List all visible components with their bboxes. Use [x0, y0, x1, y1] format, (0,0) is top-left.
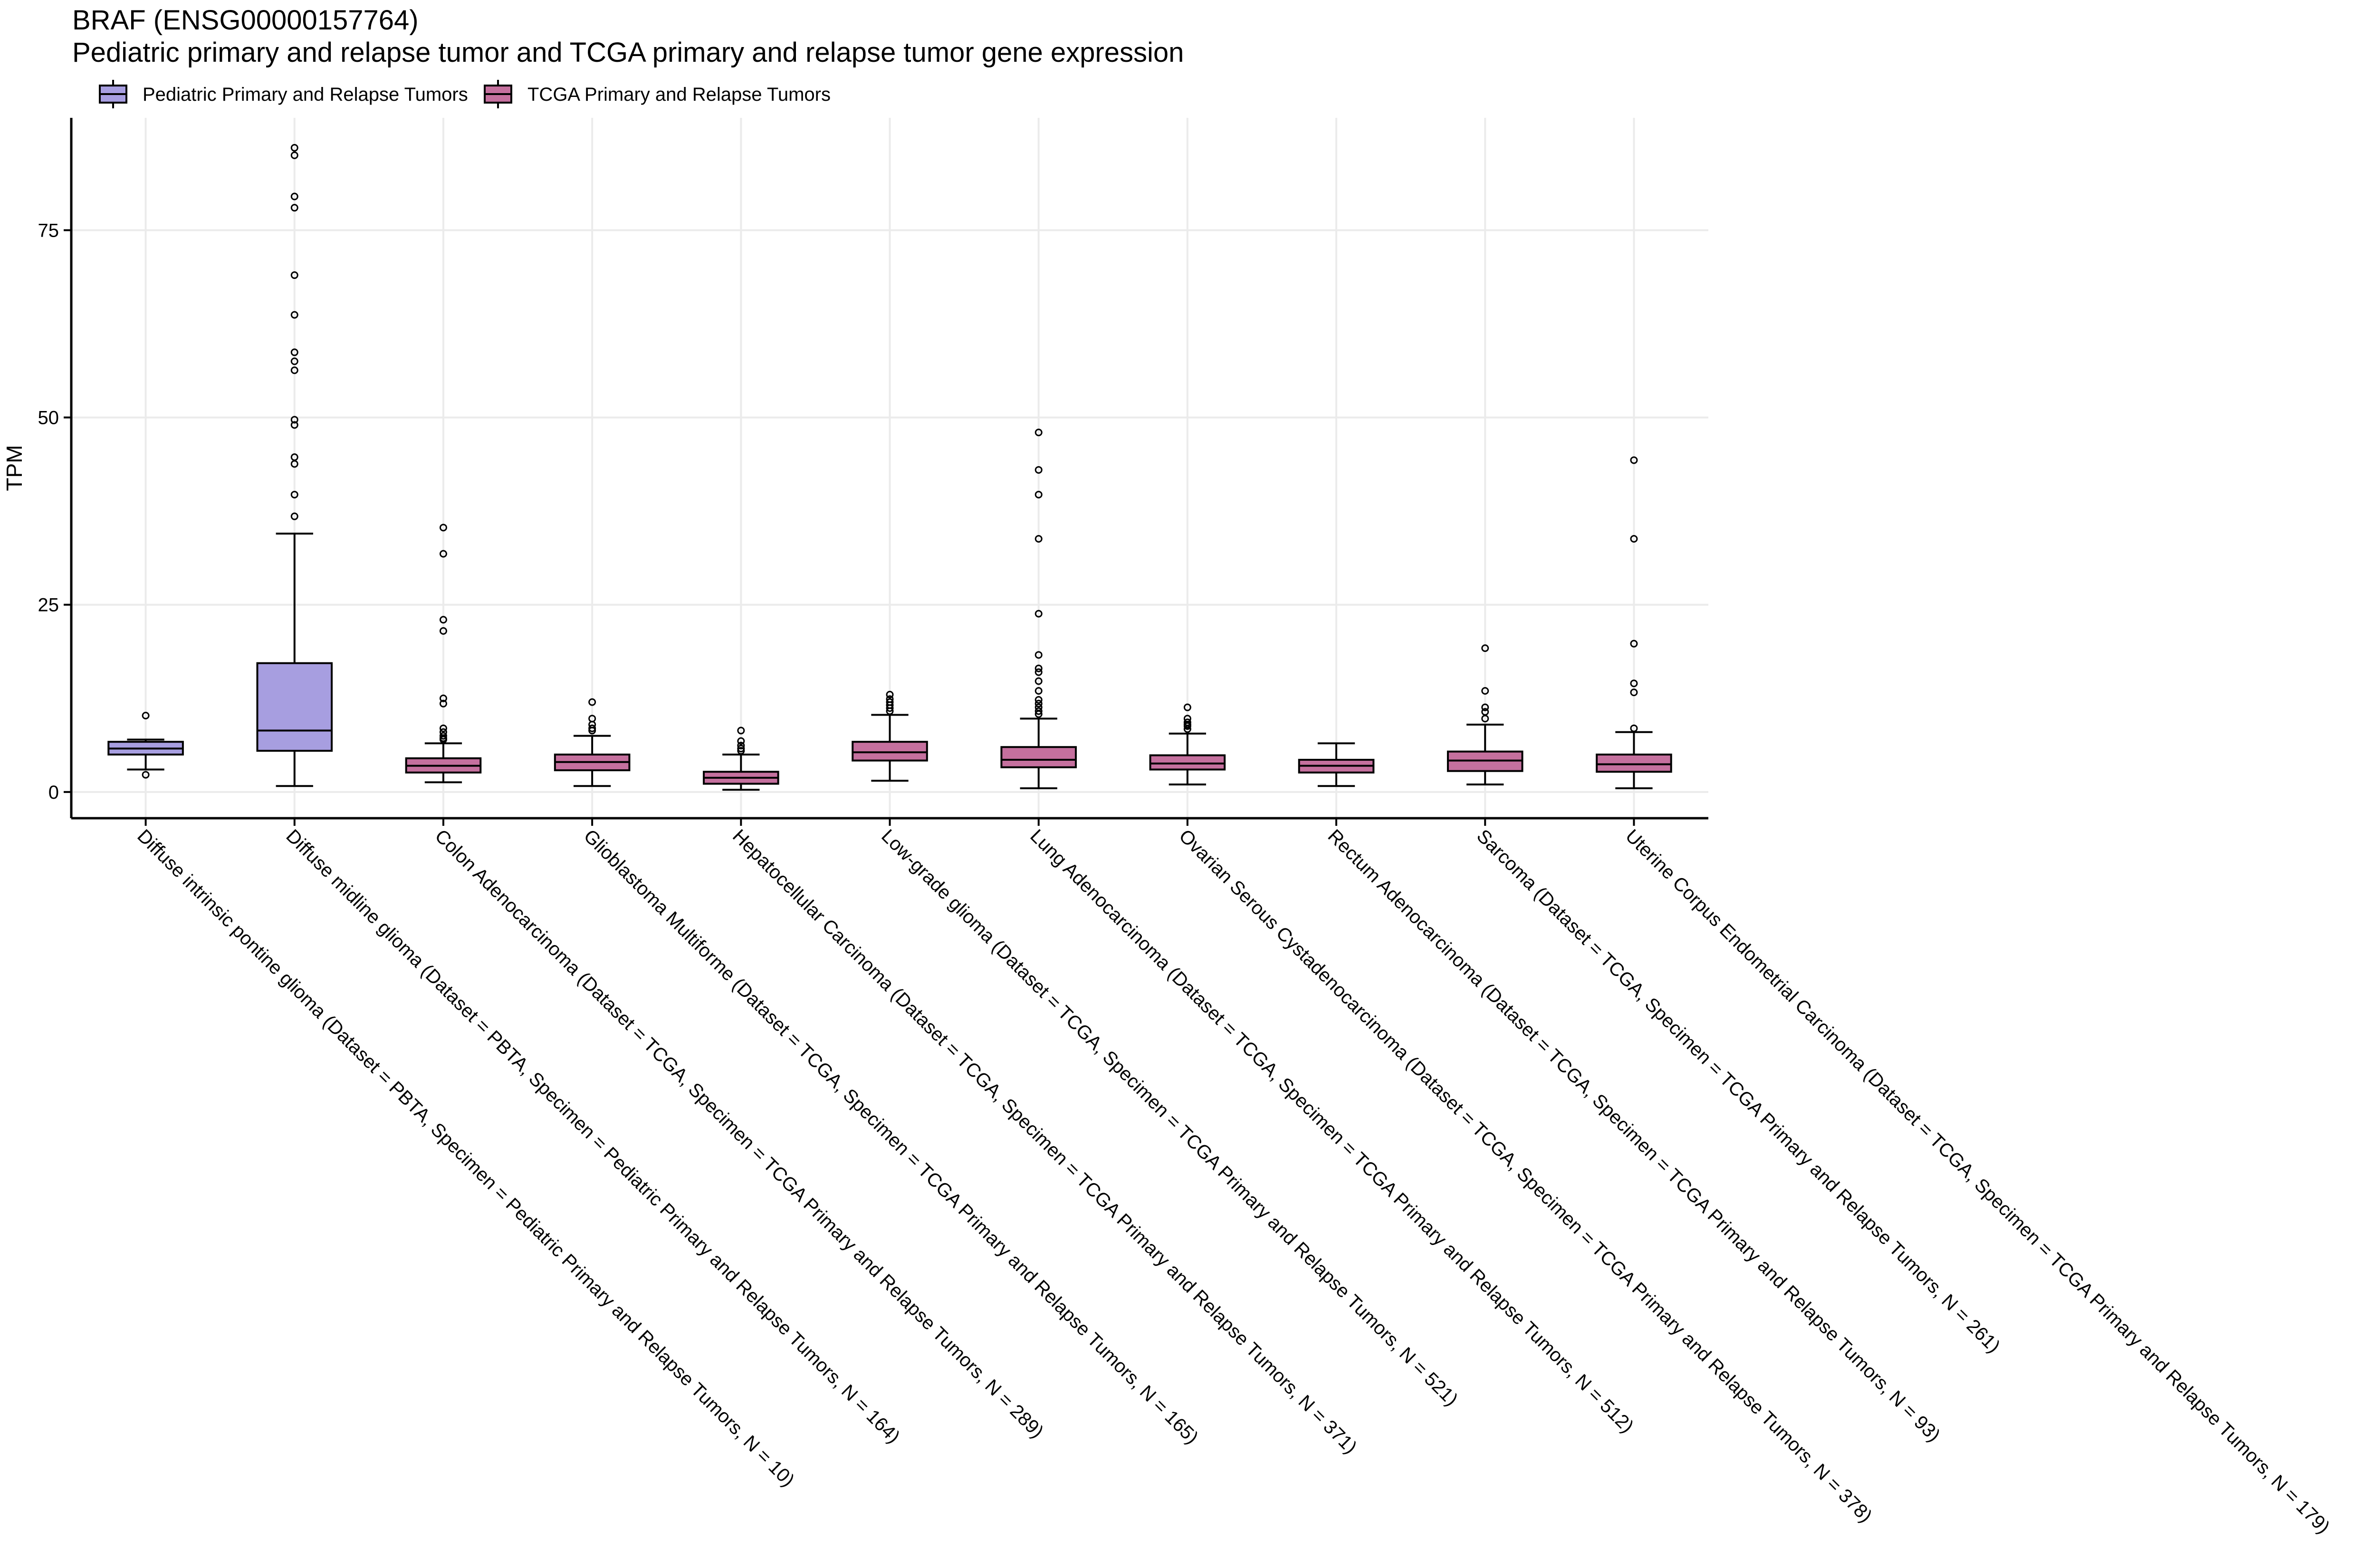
outlier-point	[1035, 687, 1043, 695]
outlier-point	[1183, 722, 1191, 730]
y-tick-label: 50	[38, 408, 59, 429]
chart-subtitle: Pediatric primary and relapse tumor and …	[72, 37, 1184, 68]
outlier-point	[1630, 688, 1638, 697]
outlier-point	[1035, 664, 1043, 672]
x-tick-label: Lung Adenocarcinoma (Dataset = TCGA, Spe…	[1026, 825, 1638, 1437]
box-iqr	[1149, 754, 1226, 771]
outlier-point	[290, 460, 298, 468]
y-tick-label: 75	[38, 220, 59, 241]
outlier-point	[290, 366, 298, 374]
outlier-point	[439, 627, 447, 635]
outlier-point	[1035, 466, 1043, 474]
outlier-point	[290, 416, 298, 424]
outlier-point	[1035, 651, 1043, 659]
outlier-point	[886, 690, 894, 698]
x-tick-label: Sarcoma (Dataset = TCGA, Specimen = TCGA…	[1473, 825, 2004, 1357]
outlier-point	[1035, 677, 1043, 685]
outlier-point	[737, 727, 745, 735]
x-tick-label: Uterine Corpus Endometrial Carcinoma (Da…	[1621, 825, 2334, 1538]
box-iqr	[1596, 754, 1672, 773]
chart-title: BRAF (ENSG00000157764)	[72, 5, 419, 36]
outlier-point	[1183, 703, 1191, 711]
outlier-point	[290, 271, 298, 279]
outlier-point	[142, 771, 150, 779]
outlier-point	[1630, 535, 1638, 543]
y-tick-label: 0	[48, 782, 59, 803]
outlier-point	[290, 348, 298, 356]
box-iqr	[852, 741, 928, 762]
outlier-point	[290, 192, 298, 201]
legend: Pediatric Primary and Relapse Tumors TCGA…	[99, 80, 831, 108]
outlier-point	[588, 724, 596, 732]
outlier-point	[737, 742, 745, 750]
outlier-point	[588, 698, 596, 706]
outlier-point	[290, 421, 298, 429]
outlier-point	[290, 151, 298, 159]
outlier-point	[290, 204, 298, 212]
outlier-point	[439, 736, 447, 744]
outlier-point	[439, 699, 447, 708]
y-axis-label: TPM	[2, 445, 27, 491]
outlier-point	[1035, 610, 1043, 618]
outlier-point	[1035, 535, 1043, 543]
outlier-point	[1630, 640, 1638, 648]
outlier-point	[737, 747, 745, 755]
outlier-point	[737, 745, 745, 753]
legend-label: Pediatric Primary and Relapse Tumors	[143, 84, 468, 105]
outlier-point	[290, 311, 298, 319]
outlier-point	[1035, 707, 1043, 715]
outlier-point	[1035, 429, 1043, 437]
outlier-point	[1481, 703, 1489, 711]
outlier-point	[439, 524, 447, 532]
y-tick-label: 25	[38, 595, 59, 616]
outlier-point	[737, 737, 745, 745]
outlier-point	[1630, 679, 1638, 688]
outlier-point	[439, 732, 447, 740]
outlier-point	[886, 707, 894, 715]
outlier-point	[439, 694, 447, 702]
outlier-point	[290, 144, 298, 152]
outlier-point	[1035, 668, 1043, 676]
x-tick-label: Diffuse intrinsic pontine glioma (Datase…	[133, 825, 798, 1491]
outlier-point	[1481, 687, 1489, 695]
outlier-point	[1630, 456, 1638, 464]
outlier-point	[439, 550, 447, 558]
outlier-point	[1035, 490, 1043, 498]
x-tick-label: Ovarian Serous Cystadenocarcinoma (Datas…	[1175, 825, 1876, 1527]
gridlines	[71, 118, 1708, 818]
outlier-point	[142, 712, 150, 720]
x-tick-label: Low-grade glioma (Dataset = TCGA, Specim…	[877, 825, 1462, 1410]
box-iqr	[1000, 746, 1077, 768]
outlier-point	[1481, 644, 1489, 652]
box-iqr	[256, 662, 333, 752]
outlier-point	[290, 357, 298, 365]
outlier-point	[588, 727, 596, 735]
outlier-point	[1035, 699, 1043, 708]
outlier-point	[290, 490, 298, 498]
outlier-point	[1183, 725, 1191, 733]
outlier-point	[1481, 715, 1489, 723]
axes: 0 25 50 75 Diffuse intrinsic pontine glioma …	[38, 118, 2334, 1538]
outlier-point	[1035, 696, 1043, 704]
legend-label: TCGA Primary and Relapse Tumors	[527, 84, 831, 105]
outlier-point	[886, 704, 894, 712]
plot-boxes	[107, 144, 1672, 791]
outlier-point	[439, 724, 447, 732]
outlier-point	[439, 616, 447, 624]
outlier-point	[1630, 724, 1638, 732]
outlier-point	[1035, 710, 1043, 718]
outlier-point	[290, 512, 298, 520]
